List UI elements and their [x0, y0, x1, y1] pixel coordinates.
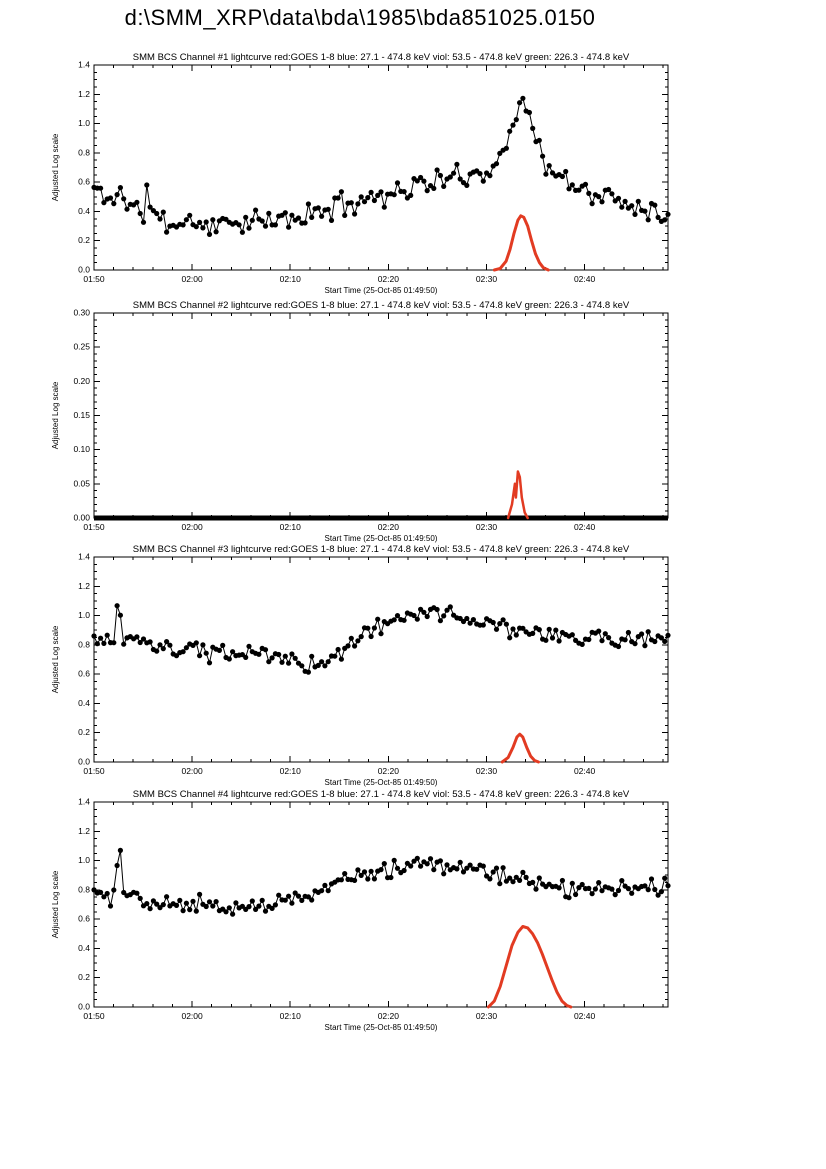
y-tick-label: 0.4	[78, 943, 90, 953]
x-tick-label: 01:50	[83, 1011, 105, 1021]
x-tick-label: 02:10	[280, 1011, 302, 1021]
y-tick-label: 1.0	[78, 610, 90, 620]
series-markers-smm-bcs	[91, 847, 671, 917]
y-axis-label: Adjusted Log scale	[51, 381, 60, 449]
x-tick-label: 02:00	[181, 522, 203, 532]
series-line-goes	[506, 470, 529, 520]
y-tick-label: 0.8	[78, 884, 90, 894]
x-tick-label: 01:50	[83, 522, 105, 532]
y-tick-label: 0.05	[73, 478, 90, 488]
y-tick-label: 0.20	[73, 376, 90, 386]
x-tick-label: 02:20	[378, 522, 400, 532]
y-tick-label: 1.4	[78, 797, 90, 807]
y-axis-label: Adjusted Log scale	[51, 870, 60, 938]
series-line-goes	[492, 214, 550, 272]
x-tick-label: 02:30	[476, 1011, 498, 1021]
x-tick-label: 01:50	[83, 766, 105, 776]
lightcurve-chart-channel-4: SMM BCS Channel #4 lightcurve red:GOES 1…	[51, 789, 671, 1032]
y-tick-label: 0.6	[78, 914, 90, 924]
x-tick-label: 02:20	[378, 274, 400, 284]
series-line-goes	[486, 925, 573, 1009]
y-tick-label: 0.0	[78, 265, 90, 275]
x-tick-label: 02:40	[574, 1011, 596, 1021]
y-tick-label: 1.4	[78, 60, 90, 70]
y-tick-label: 0.6	[78, 177, 90, 187]
y-tick-label: 0.2	[78, 727, 90, 737]
y-tick-label: 0.4	[78, 206, 90, 216]
x-tick-label: 02:10	[280, 522, 302, 532]
x-tick-label: 02:10	[280, 274, 302, 284]
y-tick-label: 1.0	[78, 118, 90, 128]
y-tick-label: 0.8	[78, 147, 90, 157]
chart-title: SMM BCS Channel #3 lightcurve red:GOES 1…	[133, 544, 630, 555]
y-tick-label: 0.0	[78, 757, 90, 767]
plot-frame	[93, 64, 669, 271]
series-markers-smm-bcs	[91, 95, 671, 237]
lightcurve-chart-channel-1: SMM BCS Channel #1 lightcurve red:GOES 1…	[51, 52, 671, 295]
y-tick-label: 0.6	[78, 669, 90, 679]
plot-frame	[93, 312, 669, 519]
x-tick-label: 02:00	[181, 1011, 203, 1021]
series-line-goes	[500, 732, 540, 764]
lightcurve-chart-channel-2: SMM BCS Channel #2 lightcurve red:GOES 1…	[51, 300, 669, 543]
x-tick-label: 02:40	[574, 274, 596, 284]
x-axis-label: Start Time (25-Oct-85 01:49:50)	[325, 534, 438, 543]
chart-title: SMM BCS Channel #4 lightcurve red:GOES 1…	[133, 789, 630, 800]
y-tick-label: 1.4	[78, 552, 90, 562]
y-tick-label: 0.2	[78, 972, 90, 982]
y-tick-label: 0.25	[73, 342, 90, 352]
plot-frame	[93, 801, 669, 1008]
x-tick-label: 02:40	[574, 522, 596, 532]
y-tick-label: 0.0	[78, 1002, 90, 1012]
x-axis-label: Start Time (25-Oct-85 01:49:50)	[325, 1023, 438, 1032]
y-axis-label: Adjusted Log scale	[51, 133, 60, 201]
series-line-smm-bcs	[93, 605, 669, 673]
series-markers-smm-bcs	[91, 603, 671, 675]
chart-title: SMM BCS Channel #1 lightcurve red:GOES 1…	[133, 52, 630, 63]
y-axis-label: Adjusted Log scale	[51, 625, 60, 693]
y-tick-label: 0.10	[73, 444, 90, 454]
plot-frame	[93, 556, 669, 763]
x-tick-label: 02:30	[476, 274, 498, 284]
y-tick-label: 0.8	[78, 639, 90, 649]
lightcurve-chart-channel-3: SMM BCS Channel #3 lightcurve red:GOES 1…	[51, 544, 671, 787]
x-axis-label: Start Time (25-Oct-85 01:49:50)	[325, 286, 438, 295]
y-tick-label: 0.2	[78, 235, 90, 245]
y-tick-label: 0.30	[73, 308, 90, 318]
x-tick-label: 01:50	[83, 274, 105, 284]
y-tick-label: 0.00	[73, 513, 90, 523]
x-tick-label: 02:00	[181, 274, 203, 284]
y-tick-label: 1.2	[78, 89, 90, 99]
x-axis-label: Start Time (25-Oct-85 01:49:50)	[325, 778, 438, 787]
x-tick-label: 02:30	[476, 766, 498, 776]
y-tick-label: 0.4	[78, 698, 90, 708]
x-tick-label: 02:00	[181, 766, 203, 776]
y-tick-label: 1.2	[78, 826, 90, 836]
series-line-smm-bcs	[93, 97, 669, 235]
page-title: d:\SMM_XRP\data\bda\1985\bda851025.0150	[124, 5, 596, 30]
x-tick-label: 02:30	[476, 522, 498, 532]
x-tick-label: 02:20	[378, 1011, 400, 1021]
x-tick-label: 02:10	[280, 766, 302, 776]
y-tick-label: 1.0	[78, 855, 90, 865]
y-tick-label: 0.15	[73, 410, 90, 420]
x-tick-label: 02:20	[378, 766, 400, 776]
y-tick-label: 1.2	[78, 581, 90, 591]
x-tick-label: 02:40	[574, 766, 596, 776]
chart-title: SMM BCS Channel #2 lightcurve red:GOES 1…	[133, 300, 630, 311]
